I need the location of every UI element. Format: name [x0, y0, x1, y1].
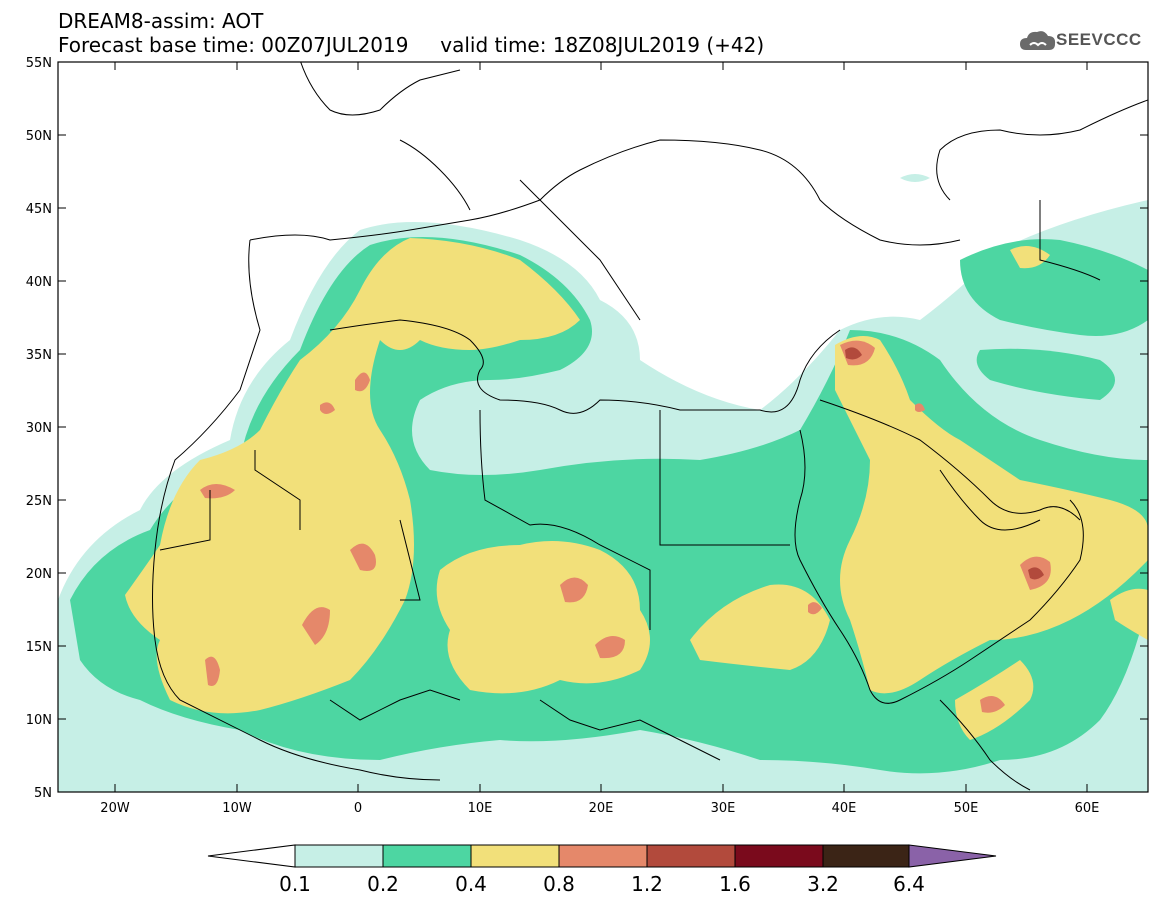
- lat-label: 20N: [26, 567, 52, 582]
- valid-time: valid time: 18Z08JUL2019 (+42): [440, 33, 765, 57]
- lat-label: 10N: [26, 713, 52, 728]
- lat-label: 15N: [26, 640, 52, 655]
- logo-text: SEEVCCC: [1056, 30, 1142, 49]
- cloud-icon: [1020, 31, 1056, 50]
- lat-label: 55N: [26, 56, 52, 71]
- colorbar-label: 0.2: [367, 872, 399, 896]
- colorbar-swatch: [382, 844, 472, 868]
- colorbar-label: 1.6: [719, 872, 751, 896]
- lon-label: 0: [354, 801, 362, 816]
- lat-label: 35N: [26, 348, 52, 363]
- colorbar-over-triangle: [908, 844, 997, 868]
- colorbar-label: 6.4: [893, 872, 925, 896]
- lat-label: 25N: [26, 494, 52, 509]
- colorbar-swatch: [822, 844, 910, 868]
- colorbar-label: 0.1: [279, 872, 311, 896]
- lat-label: 30N: [26, 421, 52, 436]
- lon-label: 10E: [468, 801, 493, 816]
- colorbar-label: 0.4: [455, 872, 487, 896]
- colorbar: [207, 844, 997, 868]
- lon-label: 50E: [954, 801, 979, 816]
- lat-label: 50N: [26, 129, 52, 144]
- lon-label: 40E: [832, 801, 857, 816]
- lon-label: 10W: [222, 801, 252, 816]
- aot-field: [58, 174, 1148, 792]
- map-subtitle: Forecast base time: 00Z07JUL2019 valid t…: [58, 34, 764, 56]
- lat-label: 40N: [26, 275, 52, 290]
- colorbar-swatch: [646, 844, 736, 868]
- forecast-base-time: Forecast base time: 00Z07JUL2019: [58, 33, 409, 57]
- longitude-labels: 20W 10W 0 10E 20E 30E 40E 50E 60E: [100, 801, 1099, 816]
- colorbar-label: 0.8: [543, 872, 575, 896]
- lon-label: 20W: [100, 801, 130, 816]
- lon-label: 60E: [1075, 801, 1100, 816]
- colorbar-swatch: [470, 844, 560, 868]
- colorbar-label: 1.2: [631, 872, 663, 896]
- colorbar-swatch: [294, 844, 384, 868]
- map-title: DREAM8-assim: AOT: [58, 9, 264, 33]
- lat-label: 45N: [26, 202, 52, 217]
- colorbar-swatch: [734, 844, 824, 868]
- colorbar-swatch: [558, 844, 648, 868]
- colorbar-label: 3.2: [807, 872, 839, 896]
- colorbar-under-triangle: [207, 844, 296, 868]
- latitude-labels: 55N 50N 45N 40N 35N 30N 25N 20N 15N 10N …: [26, 56, 52, 801]
- coastlines: [152, 62, 1148, 791]
- lon-label: 30E: [711, 801, 736, 816]
- lon-label: 20E: [589, 801, 614, 816]
- axis-ticks: [58, 61, 1148, 792]
- lat-label: 5N: [34, 786, 52, 801]
